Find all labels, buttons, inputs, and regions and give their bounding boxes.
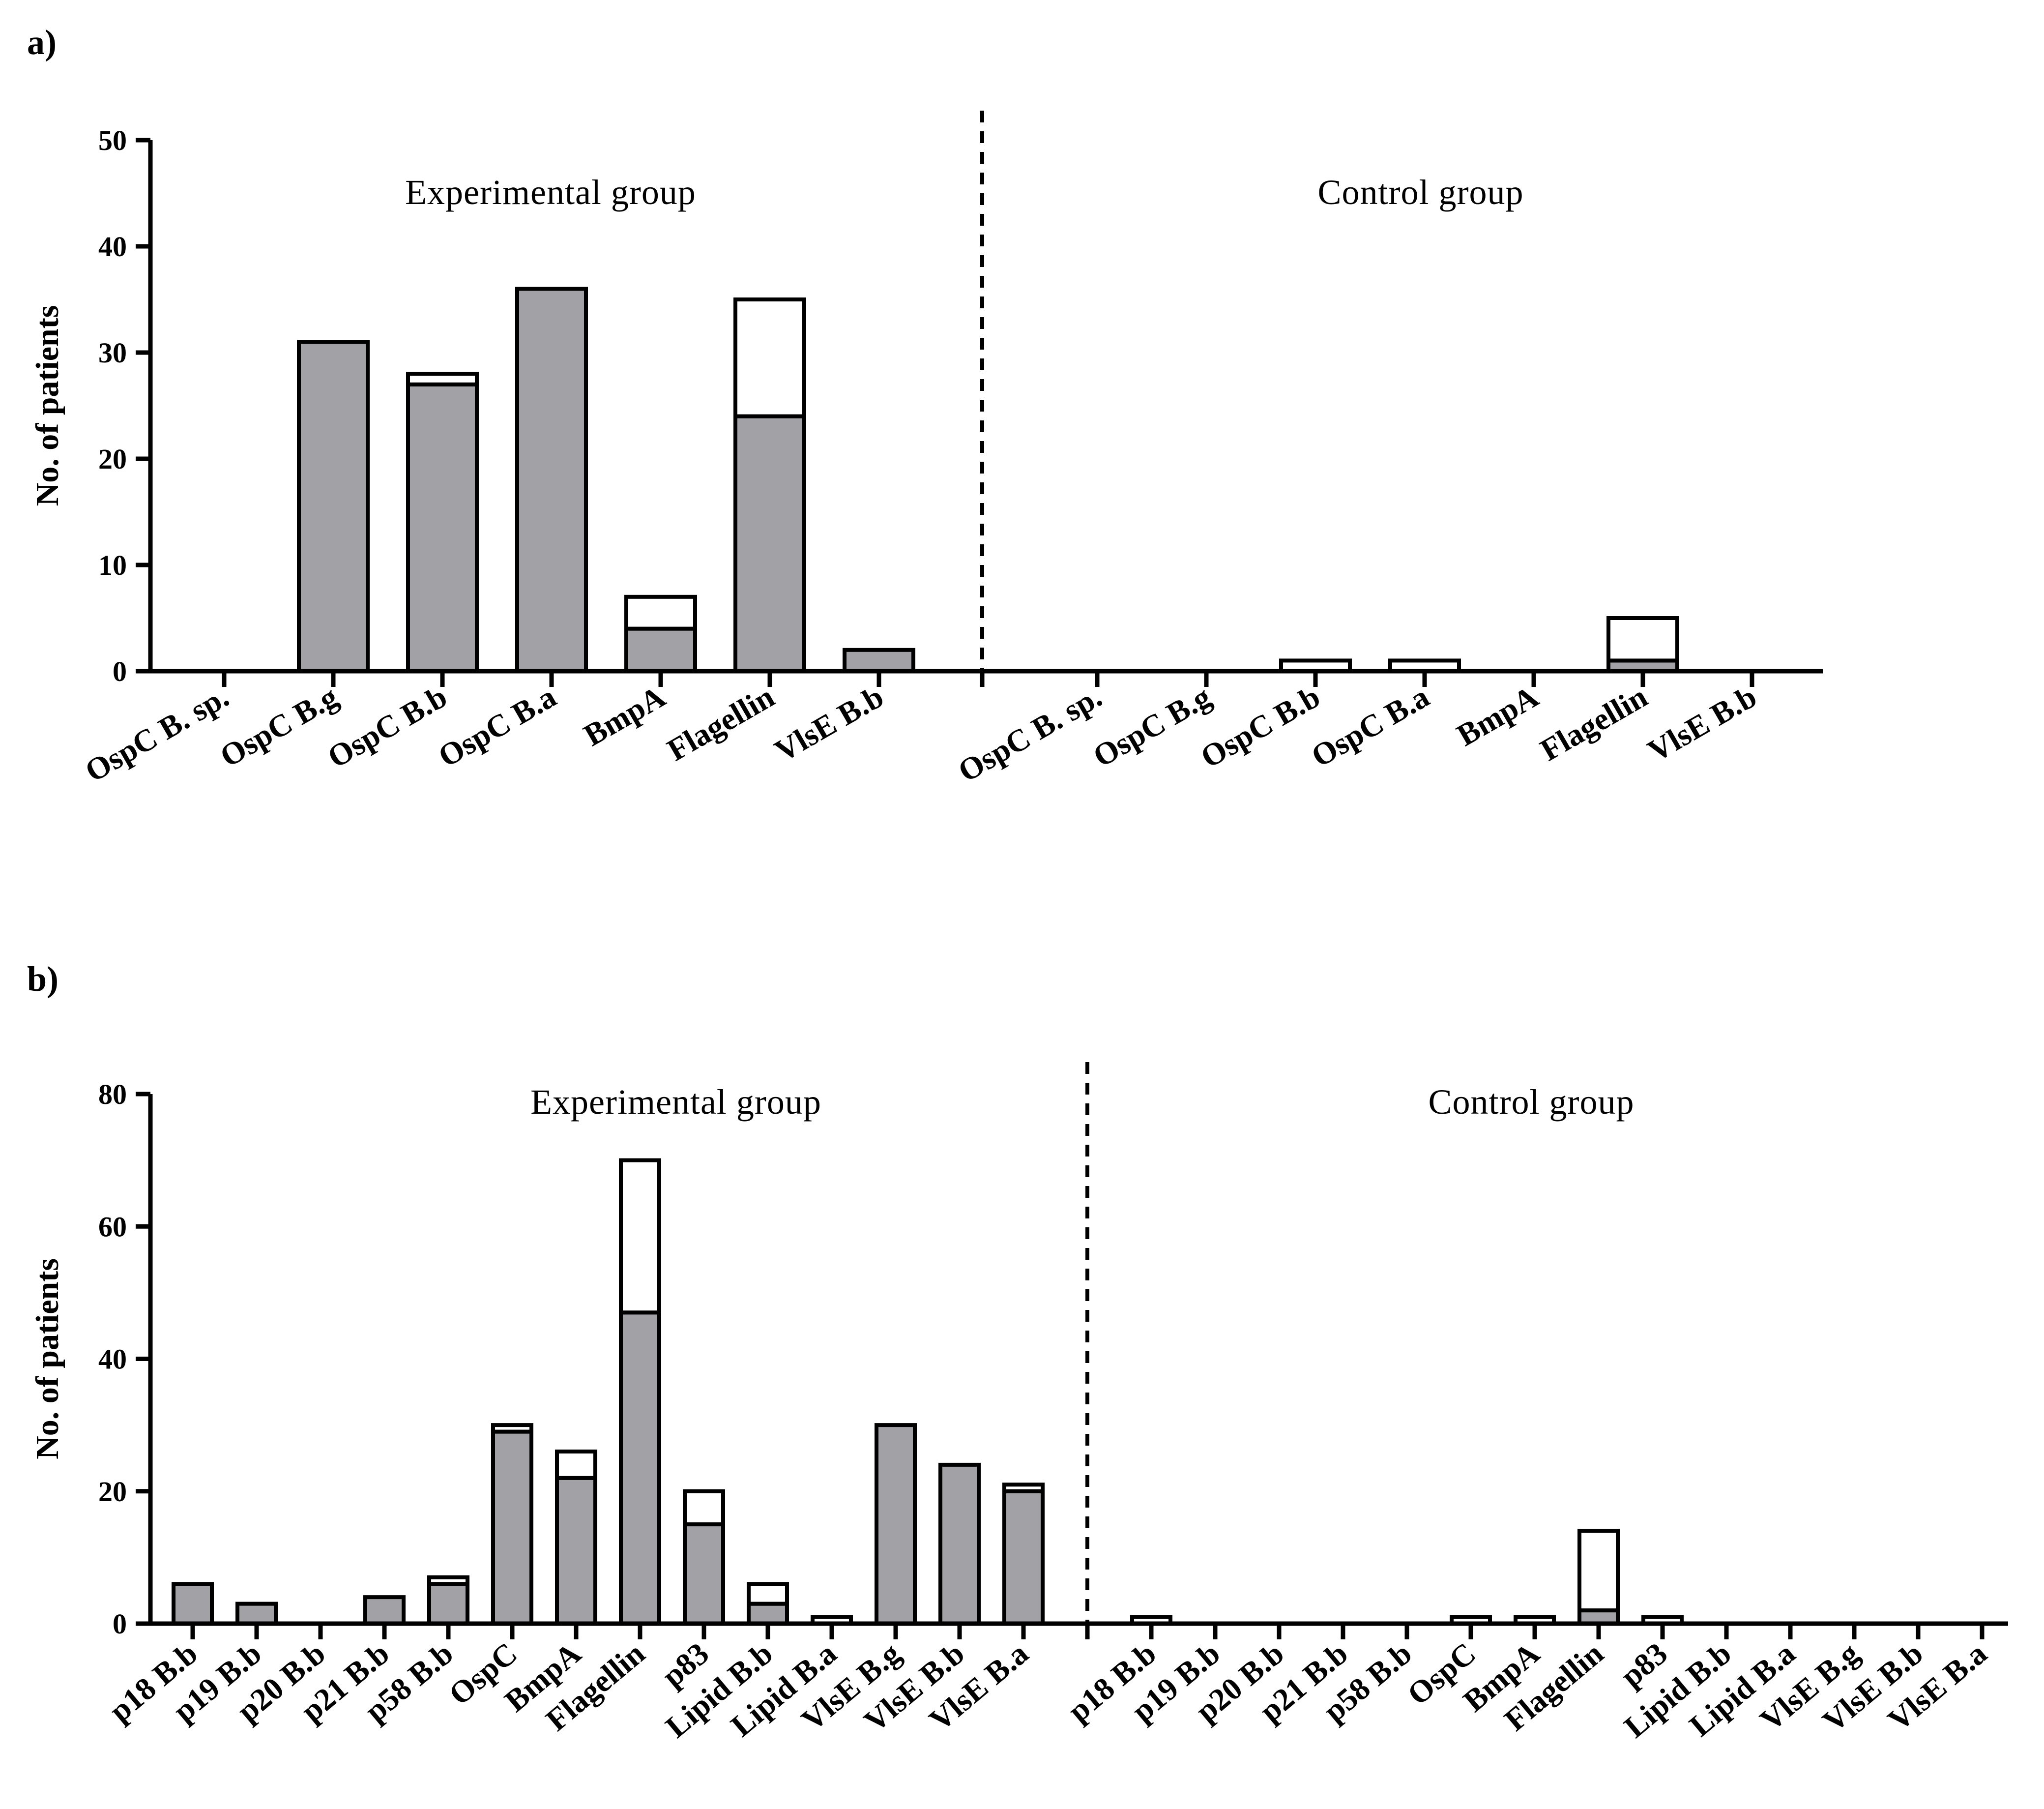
- x-tick-label: OspC B. sp.: [952, 679, 1108, 789]
- y-axis-title: No. of patients: [29, 305, 65, 506]
- bar-lower: [875, 1423, 917, 1626]
- y-tick-label: 30: [98, 337, 127, 369]
- control-group-label: Control group: [1429, 1082, 1635, 1122]
- y-tick-label: 10: [98, 549, 127, 581]
- bar-upper: [683, 1489, 725, 1527]
- bar-lower: [515, 287, 588, 673]
- x-tick-label: BmpA: [578, 679, 671, 753]
- x-tick-label: Flagellin: [661, 679, 780, 768]
- bar-lower: [555, 1476, 597, 1626]
- chart-panel-a: a) 0 10 20 30 40 50 No. of patients Experimental…: [27, 23, 1823, 789]
- bar-lower: [491, 1429, 533, 1626]
- x-tick-label: VlsE B.b: [1642, 679, 1762, 769]
- y-tick-label: 20: [98, 443, 127, 475]
- panel-label: b): [27, 959, 58, 999]
- bar-upper: [491, 1423, 533, 1434]
- bar-lower: [843, 648, 915, 674]
- bar-upper: [1606, 616, 1679, 663]
- y-tick-label: 50: [98, 124, 127, 156]
- x-tick-label: OspC B.a: [433, 679, 562, 774]
- bar-lower: [363, 1595, 406, 1626]
- bar-lower: [683, 1522, 725, 1626]
- x-tick-label: Flagellin: [1534, 679, 1653, 768]
- chart-panel-b: b) 0 20 40 60 80 No. of patients Experimental g…: [27, 959, 2008, 1745]
- bar-upper: [747, 1582, 789, 1606]
- y-tick-label: 0: [113, 1608, 127, 1640]
- bar-lower: [938, 1462, 981, 1626]
- bar-upper: [619, 1158, 661, 1315]
- bar-lower: [619, 1310, 661, 1626]
- bar-lower: [733, 414, 806, 673]
- bar-upper: [624, 594, 697, 631]
- y-tick-label: 20: [98, 1476, 127, 1508]
- y-tick-label: 40: [98, 1343, 127, 1375]
- bar-upper: [1577, 1529, 1620, 1613]
- bar-lower: [427, 1582, 469, 1626]
- bar-upper: [1002, 1483, 1045, 1493]
- experimental-group-label: Experimental group: [530, 1082, 821, 1122]
- x-tick-label: OspC B.g: [1087, 679, 1217, 774]
- bar-lower: [624, 626, 697, 673]
- x-tick-label: OspC B. sp.: [79, 679, 234, 789]
- x-tick-label: BmpA: [1451, 679, 1544, 753]
- y-axis-title: No. of patients: [29, 1258, 65, 1459]
- bar-lower: [1002, 1489, 1045, 1626]
- y-tick-label: 40: [98, 231, 127, 263]
- x-tick-label: OspC B.g: [214, 679, 344, 774]
- bar-upper: [733, 297, 806, 418]
- y-tick-label: 60: [98, 1211, 127, 1243]
- x-tick-label: OspC B.a: [1306, 679, 1435, 774]
- x-tick-label: OspC B.b: [1195, 679, 1326, 775]
- bar-upper: [406, 372, 479, 386]
- bar-upper: [555, 1449, 597, 1480]
- bar-lower: [747, 1601, 789, 1626]
- control-group-label: Control group: [1318, 173, 1524, 212]
- y-tick-label: 80: [98, 1078, 127, 1110]
- bar-lower: [235, 1601, 278, 1626]
- bar-lower: [172, 1582, 214, 1626]
- x-tick-label: OspC B.b: [321, 679, 453, 775]
- experimental-group-label: Experimental group: [405, 173, 696, 212]
- bar-lower: [297, 340, 370, 673]
- panel-label: a): [27, 23, 57, 62]
- bar-lower: [406, 382, 479, 673]
- y-tick-label: 0: [113, 655, 127, 687]
- bar-upper: [427, 1575, 469, 1586]
- x-tick-label: VlsE B.b: [769, 679, 889, 769]
